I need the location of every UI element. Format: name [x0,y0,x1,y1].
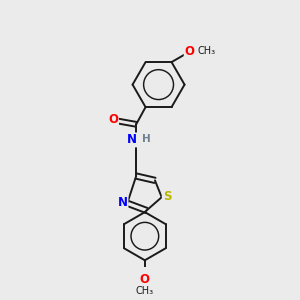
Text: CH₃: CH₃ [197,46,215,56]
Text: S: S [163,190,171,203]
Text: H: H [142,134,151,145]
Text: O: O [140,273,150,286]
Text: N: N [127,134,137,146]
Text: O: O [185,45,195,58]
Text: O: O [108,113,118,126]
Text: N: N [118,196,128,208]
Text: CH₃: CH₃ [136,286,154,296]
